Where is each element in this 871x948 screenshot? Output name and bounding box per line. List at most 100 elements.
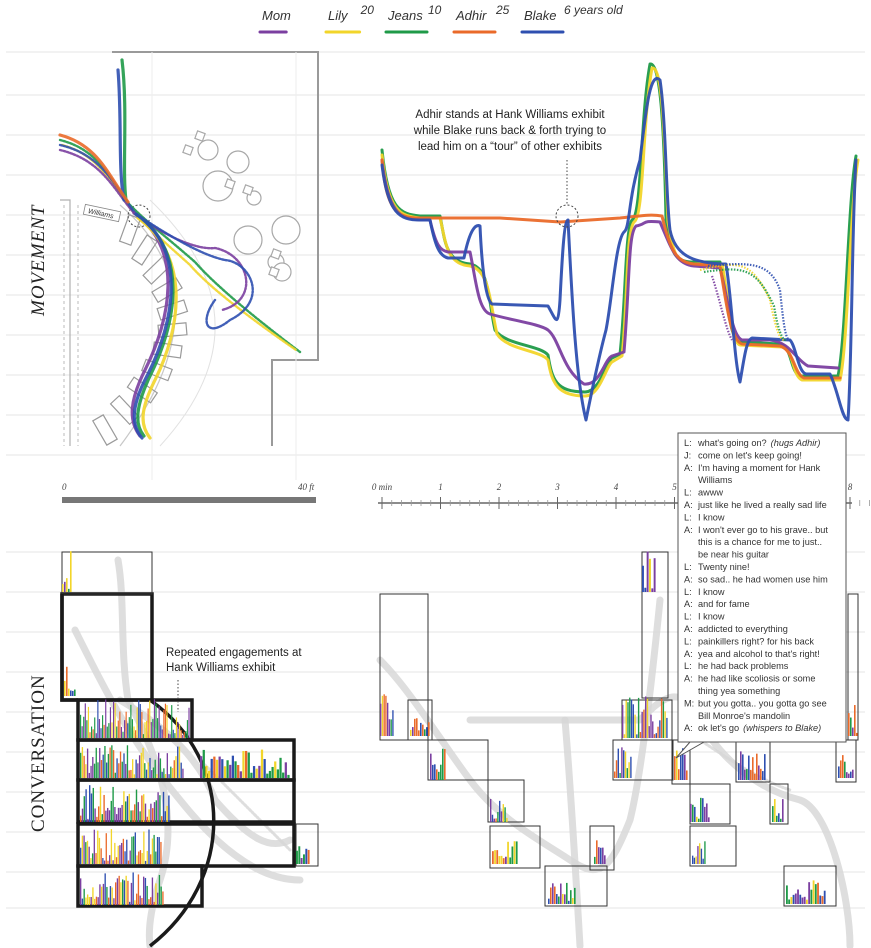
conversation-bar	[812, 880, 815, 904]
conversation-bar	[132, 810, 134, 822]
conversation-bar	[442, 748, 444, 780]
transcript-speaker: L:	[684, 512, 692, 522]
conversation-bar	[660, 698, 663, 738]
conversation-bar	[98, 719, 101, 738]
round-table	[197, 139, 219, 161]
conversation-bar	[95, 747, 97, 778]
conversation-bar	[98, 806, 100, 822]
conversation-bg-path	[376, 596, 664, 873]
conversation-bar	[700, 797, 702, 822]
conversation-bar	[742, 754, 744, 780]
time-trail-lily	[699, 263, 785, 342]
conversation-bar	[218, 756, 221, 778]
conversation-bar	[615, 760, 618, 778]
conversation-bar	[85, 897, 87, 905]
conversation-bar	[629, 697, 631, 738]
exhibit-case	[131, 234, 158, 266]
conversation-bar	[388, 719, 391, 736]
conversation-bar	[81, 747, 84, 778]
conversation-bar	[64, 581, 66, 592]
transcript-speaker: A:	[684, 723, 693, 733]
conversation-bar	[122, 838, 125, 864]
conversation-bar	[142, 734, 145, 738]
conversation-bar	[109, 855, 111, 864]
conversation-bar	[150, 897, 152, 905]
conversation-bar	[146, 816, 148, 822]
conversation-bar	[646, 551, 649, 592]
conversation-box	[689, 825, 737, 867]
conversation-bar	[156, 774, 158, 778]
transcript-callout: L: what's going on? (hugs Adhir) J: come on …	[675, 432, 847, 759]
conversation-bar	[648, 726, 650, 738]
conversation-bar	[801, 897, 804, 904]
conversation-bar	[72, 690, 74, 696]
conversation-bar	[686, 770, 688, 780]
conversation-bar	[702, 858, 704, 864]
conversation-bar	[428, 722, 430, 736]
transcript-speaker: L:	[684, 636, 692, 646]
exhibit-case	[91, 414, 119, 446]
conversation-bar	[111, 887, 113, 905]
conversation-bar	[634, 714, 636, 738]
conversation-bar	[157, 892, 159, 905]
conversation-bar	[848, 773, 850, 778]
conversation-bar	[150, 803, 152, 822]
conversation-bar	[144, 763, 146, 778]
conversation-bar	[803, 896, 806, 904]
conversation-bar	[124, 851, 126, 864]
conversation-bar	[552, 883, 554, 904]
conversation-box-major	[76, 822, 296, 868]
conversation-bar	[139, 895, 141, 905]
conversation-bar	[846, 772, 848, 778]
conversation-bar	[790, 897, 793, 904]
conversation-bar	[650, 714, 652, 738]
conversation-bar	[103, 860, 106, 864]
conversation-bar	[678, 769, 680, 780]
conversation-bar	[130, 704, 132, 738]
scale-bar	[62, 497, 316, 503]
conversation-bar	[788, 899, 791, 904]
conversation-bar	[168, 795, 170, 822]
conversation-bar	[156, 836, 159, 864]
conversation-bar	[548, 898, 550, 904]
legend-name-adhir: Adhir	[455, 8, 487, 23]
conversation-bar	[506, 817, 508, 822]
conversation-bar	[221, 759, 224, 778]
conversation-bar	[144, 722, 146, 738]
conversation-bar	[131, 719, 134, 738]
conversation-bar	[146, 850, 148, 864]
transcript-line: and for fame	[698, 599, 750, 609]
conversation-bar	[778, 813, 780, 822]
conversation-bar	[96, 816, 98, 822]
conversation-bar	[157, 792, 159, 822]
transcript-speaker: L:	[684, 661, 692, 671]
conversation-bar	[88, 772, 90, 778]
conversation-bar	[83, 835, 85, 864]
conversation-bar	[147, 708, 149, 738]
transcript-line: painkillers right? for his back	[698, 636, 814, 646]
conversation-bar	[100, 760, 103, 778]
chair	[182, 144, 194, 156]
conversation-bar	[118, 875, 120, 905]
conversation-bar	[502, 858, 505, 864]
conversation-bar	[594, 856, 596, 864]
conversation-bar	[129, 850, 131, 864]
conversation-bar	[128, 717, 130, 738]
conversation-bar	[68, 588, 70, 592]
conversation-bar	[162, 791, 165, 822]
conversation-bar	[123, 791, 125, 822]
conversation-bar	[680, 754, 682, 780]
conversation-bar	[136, 855, 138, 864]
conversation-bar	[130, 810, 132, 822]
conversation-bar	[98, 837, 101, 864]
conversation-bar	[814, 884, 817, 904]
movement-time-plot: Adhir stands at Hank Williams exhibit wh…	[372, 62, 870, 509]
conversation-bar	[134, 832, 136, 864]
conversation-bar	[258, 765, 261, 778]
transcript-line: Twenty nine!	[698, 562, 750, 572]
conversation-bar	[125, 763, 127, 778]
conversation-bar	[106, 886, 108, 905]
conversation-bg-trail	[198, 758, 292, 852]
conversation-bar	[626, 768, 628, 778]
conversation-bar	[303, 854, 305, 864]
